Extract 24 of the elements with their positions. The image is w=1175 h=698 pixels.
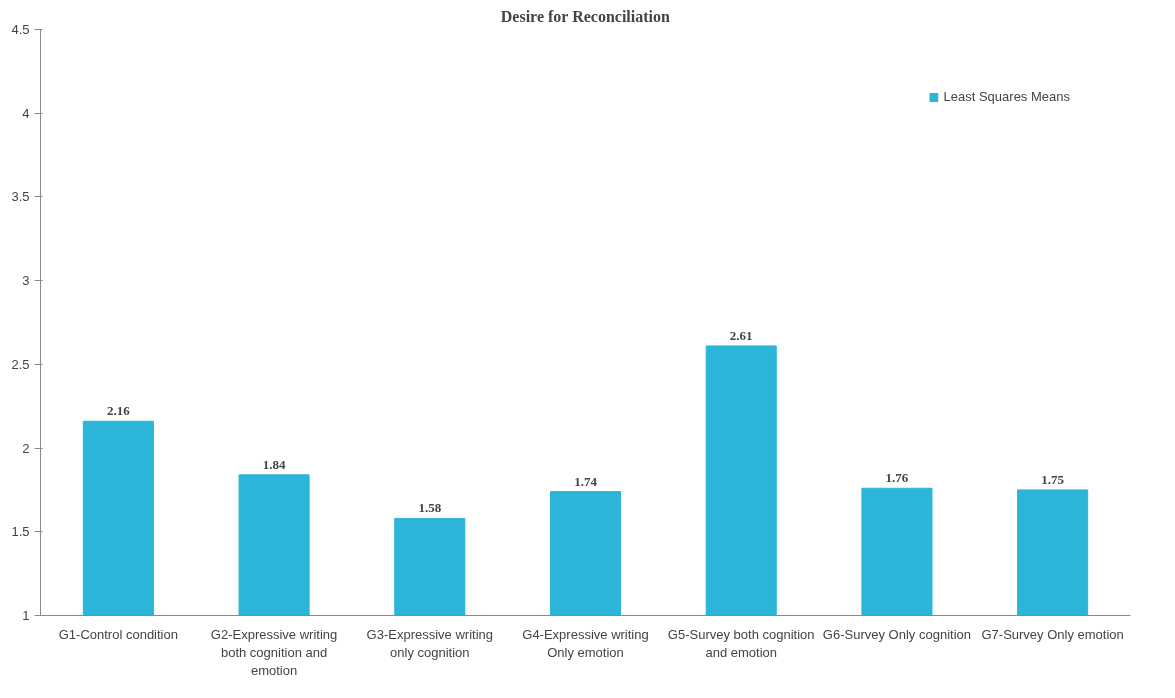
data-label: 1.75 bbox=[1041, 471, 1065, 487]
y-tick-label: 2.5 bbox=[11, 356, 30, 372]
x-tick-label: G1-Control condition bbox=[58, 626, 178, 642]
x-tick-label: G7-Survey Only emotion bbox=[981, 626, 1124, 642]
y-tick-label: 4 bbox=[22, 105, 30, 121]
data-label: 1.74 bbox=[574, 473, 598, 489]
data-label: 1.84 bbox=[262, 456, 286, 472]
x-tick-label: G6-Survey Only cognition bbox=[822, 626, 971, 642]
x-tick-label: G4-Expressive writing Only emotion bbox=[522, 626, 649, 660]
y-tick-label: 1.5 bbox=[11, 524, 30, 540]
y-tick-label: 3 bbox=[22, 273, 30, 289]
x-tick-label: G5-Survey both cognition and emotion bbox=[667, 626, 815, 660]
x-tick-label: G3-Expressive writing only cognition bbox=[366, 626, 494, 660]
data-label: 2.16 bbox=[106, 403, 131, 419]
y-tick-label: 1 bbox=[22, 608, 30, 623]
y-tick-label: 2 bbox=[22, 440, 30, 456]
legend-label: Least Squares Means bbox=[943, 89, 1070, 104]
y-tick-label: 4.5 bbox=[11, 22, 30, 37]
data-label: 2.61 bbox=[729, 327, 753, 343]
y-tick-label: 3.5 bbox=[11, 189, 30, 205]
data-label: 1.76 bbox=[885, 470, 909, 486]
x-tick-label: G2-Expressive writing both cognition and emotion bbox=[210, 626, 338, 678]
data-label: 1.58 bbox=[418, 500, 442, 516]
chart-title: Desire for Reconciliation bbox=[500, 7, 671, 25]
